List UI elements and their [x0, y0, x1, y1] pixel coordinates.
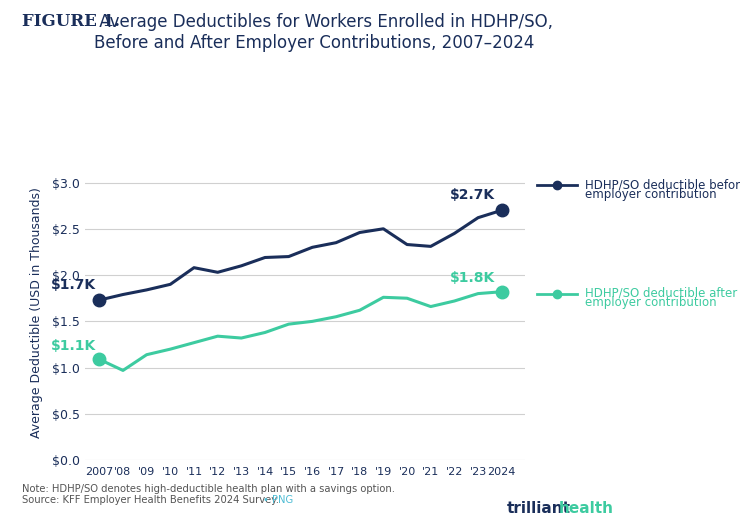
- Text: Note: HDHP/SO denotes high-deductible health plan with a savings option.: Note: HDHP/SO denotes high-deductible he…: [22, 484, 395, 494]
- Text: $1.1K: $1.1K: [50, 339, 95, 353]
- Text: HDHP/SO deductible after: HDHP/SO deductible after: [585, 287, 737, 300]
- Text: $1.8K: $1.8K: [449, 271, 494, 285]
- Text: employer contribution: employer contribution: [585, 188, 716, 201]
- Text: health: health: [559, 501, 613, 516]
- Text: Average Deductibles for Workers Enrolled in HDHP/SO,
Before and After Employer C: Average Deductibles for Workers Enrolled…: [94, 13, 553, 52]
- Text: trilliant: trilliant: [507, 501, 571, 516]
- Text: • PNG: • PNG: [263, 495, 293, 505]
- Text: $1.7K: $1.7K: [50, 278, 95, 291]
- Text: $2.7K: $2.7K: [449, 188, 494, 202]
- Text: HDHP/SO deductible before: HDHP/SO deductible before: [585, 178, 740, 191]
- Y-axis label: Average Deductible (USD in Thousands): Average Deductible (USD in Thousands): [30, 187, 43, 437]
- Text: employer contribution: employer contribution: [585, 296, 716, 309]
- Text: FIGURE 1.: FIGURE 1.: [22, 13, 120, 30]
- Text: Source: KFF Employer Health Benefits 2024 Survey.: Source: KFF Employer Health Benefits 202…: [22, 495, 286, 505]
